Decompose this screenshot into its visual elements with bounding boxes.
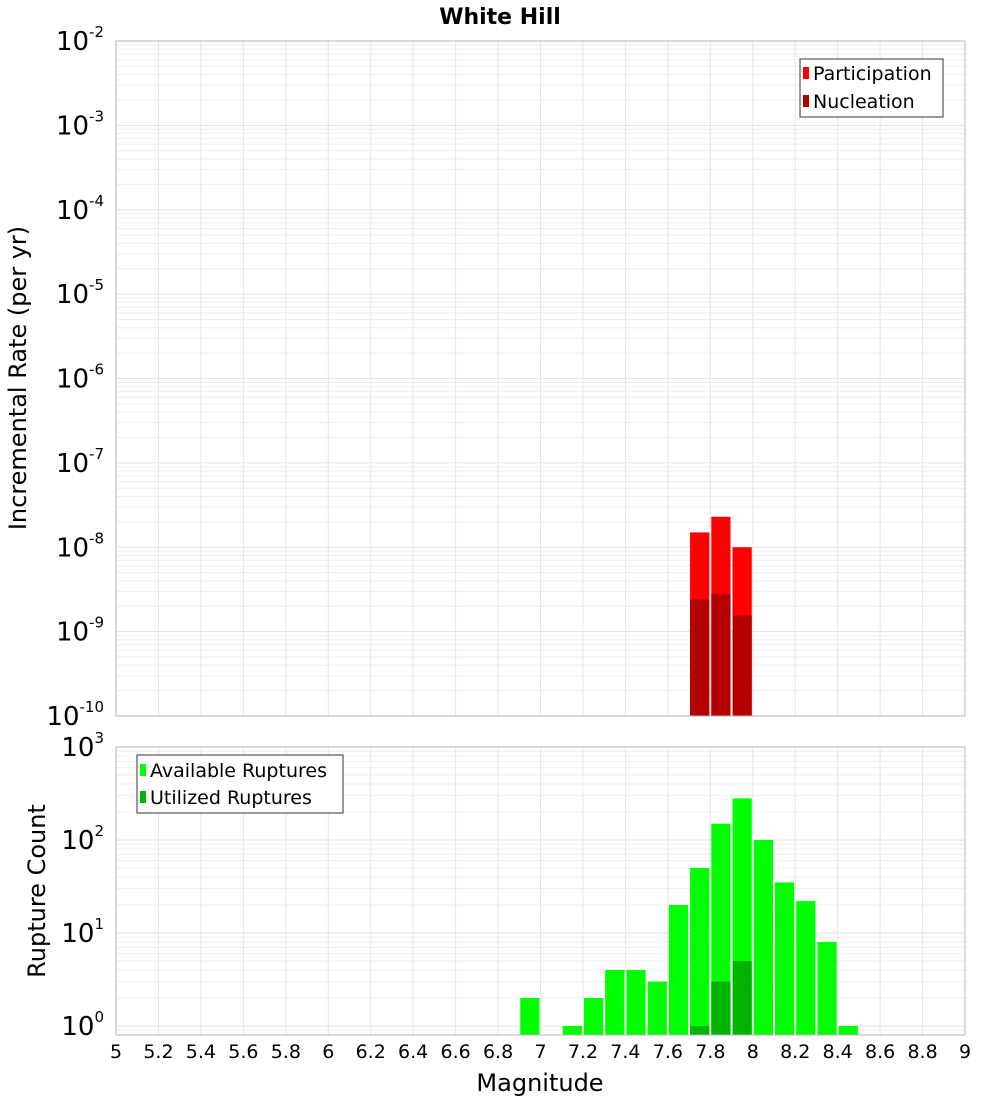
bar-available-ruptures bbox=[626, 969, 646, 1035]
x-tick-label: 7.4 bbox=[610, 1041, 640, 1063]
legend-swatch-utilized-ruptures bbox=[140, 791, 146, 803]
y-tick-label: 10-10 bbox=[46, 698, 104, 732]
top-legend-box bbox=[799, 58, 944, 118]
y-tick-label: 10-2 bbox=[56, 23, 104, 57]
top-legend: Participation Nucleation bbox=[799, 58, 944, 118]
bar-available-ruptures bbox=[668, 904, 689, 1035]
legend-swatch-participation bbox=[803, 67, 809, 79]
top-gridlines bbox=[115, 41, 966, 717]
y-tick-label: 10-4 bbox=[56, 192, 104, 226]
x-tick-label: 7 bbox=[534, 1041, 546, 1063]
x-tick-label: 7.8 bbox=[695, 1041, 725, 1063]
y-tick-label: 100 bbox=[61, 1008, 104, 1042]
x-tick-label: 8.6 bbox=[865, 1041, 895, 1063]
x-tick-label: 7.2 bbox=[568, 1041, 598, 1063]
x-tick-labels: 5 5.2 5.4 5.6 5.8 6 6.2 6.4 6.6 6.8 7 7.2 7.4 7.6 7.8 8… bbox=[110, 1041, 971, 1063]
x-tick-label: 6 bbox=[322, 1041, 334, 1063]
bottom-plot-frame bbox=[115, 746, 966, 1036]
bar-nucleation bbox=[690, 599, 710, 716]
x-tick-label: 8.2 bbox=[780, 1041, 810, 1063]
bar-available-ruptures bbox=[562, 1025, 582, 1035]
x-tick-label: 8 bbox=[747, 1041, 759, 1063]
chart-title: White Hill bbox=[439, 5, 561, 30]
y-tick-label: 10-7 bbox=[56, 445, 104, 479]
x-tick-label: 9 bbox=[959, 1041, 971, 1063]
bar-available-ruptures bbox=[817, 942, 837, 1035]
bottom-y-axis-label: Rupture Count bbox=[23, 804, 51, 978]
x-tick-label: 5.6 bbox=[228, 1041, 258, 1063]
x-tick-label: 5.4 bbox=[186, 1041, 216, 1063]
legend-label-utilized-ruptures: Utilized Ruptures bbox=[150, 787, 312, 809]
legend-label-nucleation: Nucleation bbox=[813, 91, 915, 113]
bar-available-ruptures bbox=[774, 882, 795, 1035]
x-tick-label: 6.4 bbox=[398, 1041, 428, 1063]
bar-utilized-ruptures bbox=[711, 981, 731, 1035]
x-tick-label: 5.8 bbox=[271, 1041, 301, 1063]
bar-available-ruptures bbox=[796, 901, 816, 1035]
x-tick-label: 5.2 bbox=[143, 1041, 173, 1063]
bar-available-ruptures bbox=[583, 997, 604, 1035]
y-tick-label: 10-9 bbox=[56, 614, 104, 648]
top-panel: 10-2 10-3 10-4 10-5 10-6 10-7 10-8 10-9 10-10 In… bbox=[4, 23, 966, 732]
x-tick-label: 6.8 bbox=[483, 1041, 513, 1063]
bottom-panel: 103 102 101 100 5 5.2 5.4 5.6 5.8 6 6.2 6.4 6.6 6.8 7… bbox=[23, 729, 971, 1097]
y-tick-label: 10-6 bbox=[56, 361, 104, 395]
top-y-ticks: 10-2 10-3 10-4 10-5 10-6 10-7 10-8 10-9 10-10 bbox=[46, 23, 104, 732]
bar-available-ruptures bbox=[753, 839, 773, 1035]
top-bars bbox=[690, 516, 752, 716]
x-tick-label: 8.8 bbox=[907, 1041, 937, 1063]
bottom-legend: Available Ruptures Utilized Ruptures bbox=[136, 754, 344, 814]
x-axis-label: Magnitude bbox=[476, 1069, 603, 1097]
x-tick-label: 7.6 bbox=[653, 1041, 683, 1063]
x-tick-label: 6.2 bbox=[356, 1041, 386, 1063]
bar-available-ruptures bbox=[647, 981, 667, 1035]
y-tick-label: 10-8 bbox=[56, 529, 104, 563]
bar-available-ruptures bbox=[520, 997, 540, 1035]
bottom-bars bbox=[520, 798, 858, 1035]
y-tick-label: 101 bbox=[61, 915, 104, 949]
legend-label-available-ruptures: Available Ruptures bbox=[150, 760, 327, 782]
y-tick-label: 102 bbox=[61, 822, 104, 856]
bar-utilized-ruptures bbox=[732, 960, 752, 1035]
y-tick-label: 10-5 bbox=[56, 276, 104, 310]
bar-available-ruptures bbox=[690, 867, 710, 1035]
x-tick-label: 8.4 bbox=[823, 1041, 853, 1063]
top-y-axis-label: Incremental Rate (per yr) bbox=[4, 226, 32, 530]
bottom-legend-box bbox=[136, 754, 344, 814]
bar-available-ruptures bbox=[605, 969, 625, 1035]
y-tick-label: 10-3 bbox=[56, 107, 104, 141]
legend-label-participation: Participation bbox=[813, 63, 932, 85]
x-tick-label: 5 bbox=[110, 1041, 122, 1063]
bar-utilized-ruptures bbox=[690, 1025, 710, 1035]
bar-nucleation bbox=[732, 615, 752, 716]
bar-available-ruptures bbox=[838, 1025, 858, 1035]
legend-swatch-available-ruptures bbox=[140, 764, 146, 776]
y-tick-label: 103 bbox=[61, 729, 104, 763]
legend-swatch-nucleation bbox=[803, 95, 809, 107]
bottom-y-ticks: 103 102 101 100 bbox=[61, 729, 104, 1042]
top-plot-frame bbox=[115, 40, 966, 717]
x-tick-label: 6.6 bbox=[440, 1041, 470, 1063]
bar-nucleation bbox=[711, 593, 731, 716]
